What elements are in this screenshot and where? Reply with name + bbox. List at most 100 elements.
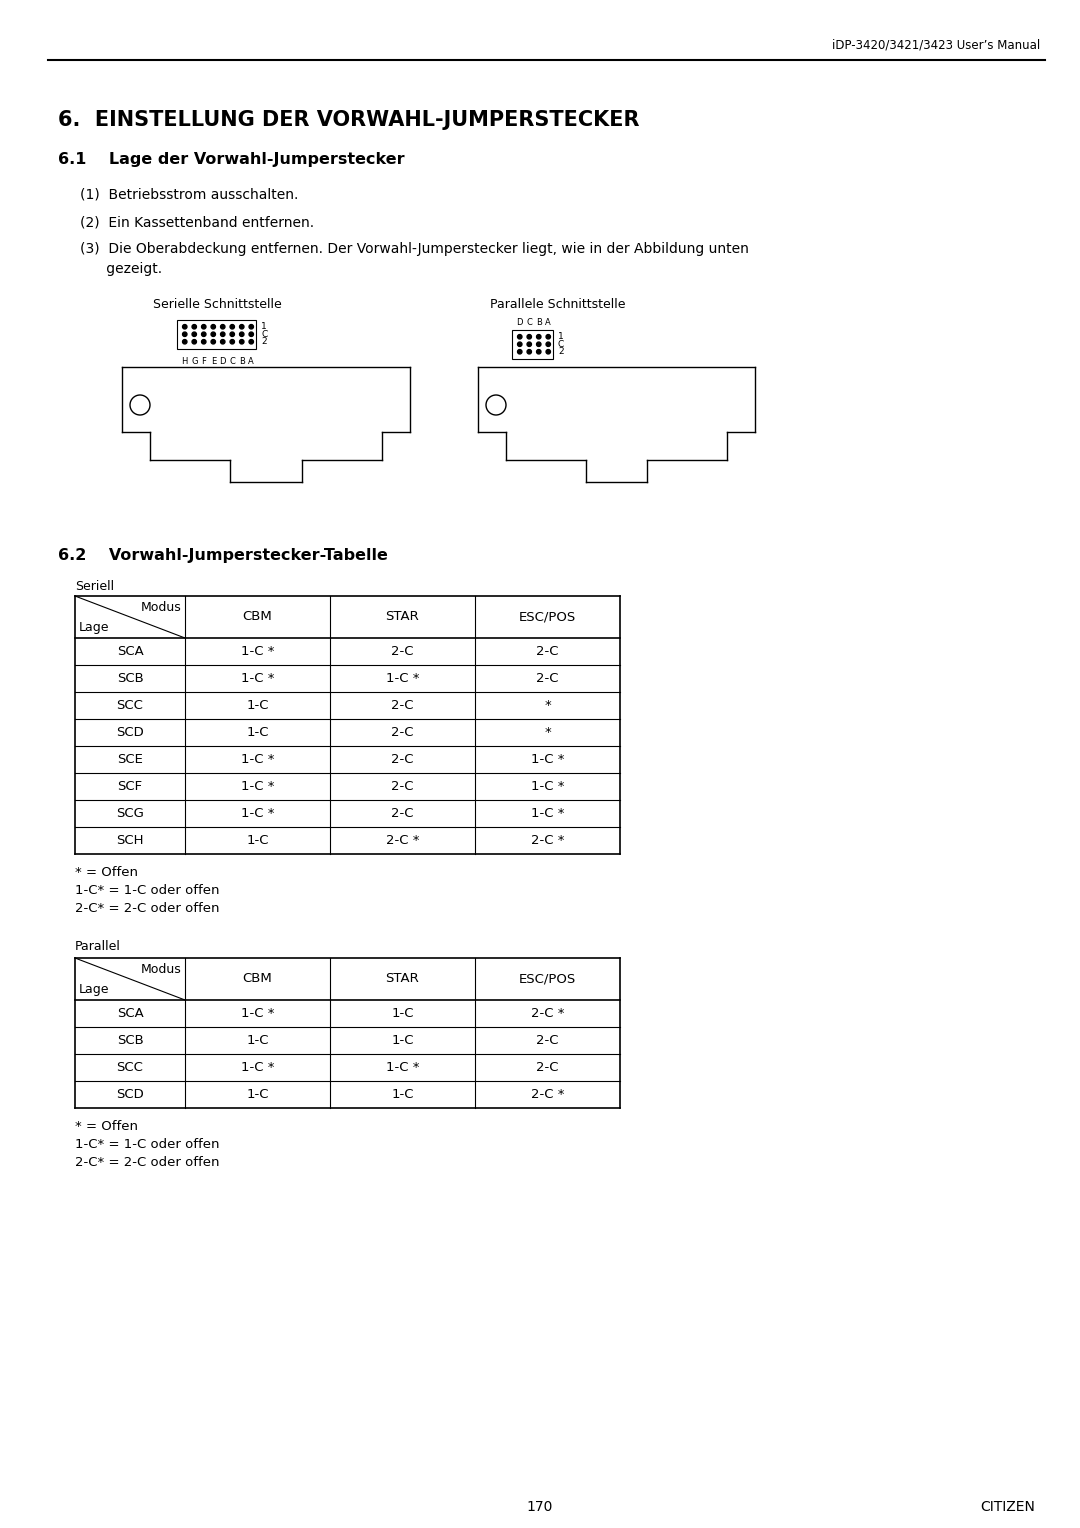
Text: 1-C *: 1-C * (241, 1007, 274, 1021)
Text: SCB: SCB (117, 1034, 144, 1047)
Text: Lage: Lage (79, 983, 109, 996)
Circle shape (546, 350, 551, 354)
Circle shape (230, 339, 234, 344)
Text: 6.1    Lage der Vorwahl-Jumperstecker: 6.1 Lage der Vorwahl-Jumperstecker (58, 151, 405, 167)
Text: G: G (191, 356, 198, 365)
Text: C: C (229, 356, 235, 365)
Circle shape (527, 350, 531, 354)
Circle shape (517, 350, 522, 354)
Text: 2-C* = 2-C oder offen: 2-C* = 2-C oder offen (75, 1157, 219, 1169)
Text: iDP-3420/3421/3423 User’s Manual: iDP-3420/3421/3423 User’s Manual (832, 38, 1040, 50)
Text: CBM: CBM (243, 972, 272, 986)
Text: 2: 2 (558, 347, 564, 356)
Text: (2)  Ein Kassettenband entfernen.: (2) Ein Kassettenband entfernen. (80, 215, 314, 229)
Text: Lage: Lage (79, 620, 109, 634)
Text: Parallele Schnittstelle: Parallele Schnittstelle (490, 298, 625, 312)
Text: 2-C: 2-C (537, 1034, 558, 1047)
Text: 1-C* = 1-C oder offen: 1-C* = 1-C oder offen (75, 1138, 219, 1151)
Text: 1-C: 1-C (246, 1034, 269, 1047)
Circle shape (220, 339, 225, 344)
Text: CITIZEN: CITIZEN (981, 1500, 1035, 1514)
Text: A: A (545, 318, 551, 327)
Circle shape (517, 342, 522, 347)
Circle shape (202, 339, 206, 344)
Text: 2-C* = 2-C oder offen: 2-C* = 2-C oder offen (75, 902, 219, 915)
Text: 2-C: 2-C (537, 1060, 558, 1074)
Circle shape (220, 332, 225, 336)
Text: ESC/POS: ESC/POS (518, 972, 576, 986)
Text: Parallel: Parallel (75, 940, 121, 953)
Text: 1-C: 1-C (391, 1034, 414, 1047)
Text: C: C (261, 330, 267, 339)
Text: 2-C: 2-C (391, 726, 414, 740)
Text: Seriell: Seriell (75, 581, 114, 593)
Text: CBM: CBM (243, 611, 272, 623)
Text: 170: 170 (527, 1500, 553, 1514)
Text: 2-C *: 2-C * (530, 1007, 564, 1021)
Text: 1-C: 1-C (391, 1088, 414, 1102)
Circle shape (211, 332, 215, 336)
Circle shape (211, 339, 215, 344)
Text: 1-C *: 1-C * (530, 807, 564, 821)
Text: 2-C *: 2-C * (530, 834, 564, 847)
Circle shape (192, 332, 197, 336)
Text: 2-C: 2-C (391, 807, 414, 821)
Text: 2-C *: 2-C * (386, 834, 419, 847)
Text: D: D (219, 356, 226, 365)
Text: Modus: Modus (140, 601, 181, 614)
Text: 6.  EINSTELLUNG DER VORWAHL-JUMPERSTECKER: 6. EINSTELLUNG DER VORWAHL-JUMPERSTECKER (58, 110, 639, 130)
Circle shape (202, 332, 206, 336)
Text: 6.2    Vorwahl-Jumperstecker-Tabelle: 6.2 Vorwahl-Jumperstecker-Tabelle (58, 549, 388, 562)
Text: 1-C: 1-C (246, 698, 269, 712)
Text: D: D (516, 318, 523, 327)
Text: STAR: STAR (386, 611, 419, 623)
Text: * = Offen: * = Offen (75, 1120, 138, 1132)
Text: (1)  Betriebsstrom ausschalten.: (1) Betriebsstrom ausschalten. (80, 188, 298, 202)
Text: 1-C *: 1-C * (241, 1060, 274, 1074)
Text: F: F (201, 356, 206, 365)
Text: SCF: SCF (118, 779, 143, 793)
Text: SCH: SCH (117, 834, 144, 847)
Text: SCB: SCB (117, 672, 144, 685)
Circle shape (240, 324, 244, 329)
Text: E: E (211, 356, 216, 365)
Bar (512, 330, 553, 359)
Text: gezeigt.: gezeigt. (80, 261, 162, 277)
Text: B: B (239, 356, 245, 365)
Circle shape (517, 335, 522, 339)
Text: 1-C *: 1-C * (386, 672, 419, 685)
Text: C: C (526, 318, 532, 327)
Text: 2-C: 2-C (391, 645, 414, 659)
Circle shape (249, 324, 254, 329)
Text: 1: 1 (261, 322, 267, 332)
Text: 1-C *: 1-C * (241, 807, 274, 821)
Text: *: * (544, 726, 551, 740)
Text: 1-C *: 1-C * (530, 779, 564, 793)
Text: 1-C *: 1-C * (241, 753, 274, 766)
Text: SCD: SCD (117, 726, 144, 740)
Circle shape (230, 324, 234, 329)
Circle shape (183, 332, 187, 336)
Circle shape (183, 339, 187, 344)
Circle shape (249, 332, 254, 336)
Text: Modus: Modus (140, 963, 181, 976)
Text: 1-C *: 1-C * (386, 1060, 419, 1074)
Text: 1-C: 1-C (246, 1088, 269, 1102)
Text: 2-C *: 2-C * (530, 1088, 564, 1102)
Circle shape (546, 342, 551, 347)
Text: ESC/POS: ESC/POS (518, 611, 576, 623)
Text: 1-C *: 1-C * (530, 753, 564, 766)
Circle shape (220, 324, 225, 329)
Circle shape (230, 332, 234, 336)
Circle shape (240, 332, 244, 336)
Circle shape (527, 342, 531, 347)
Text: SCA: SCA (117, 645, 144, 659)
Circle shape (240, 339, 244, 344)
Text: H: H (181, 356, 188, 365)
Text: 2-C: 2-C (391, 753, 414, 766)
Text: A: A (248, 356, 254, 365)
Text: 2-C: 2-C (537, 645, 558, 659)
Circle shape (192, 339, 197, 344)
Bar (177, 319, 256, 348)
Text: 1-C: 1-C (246, 726, 269, 740)
